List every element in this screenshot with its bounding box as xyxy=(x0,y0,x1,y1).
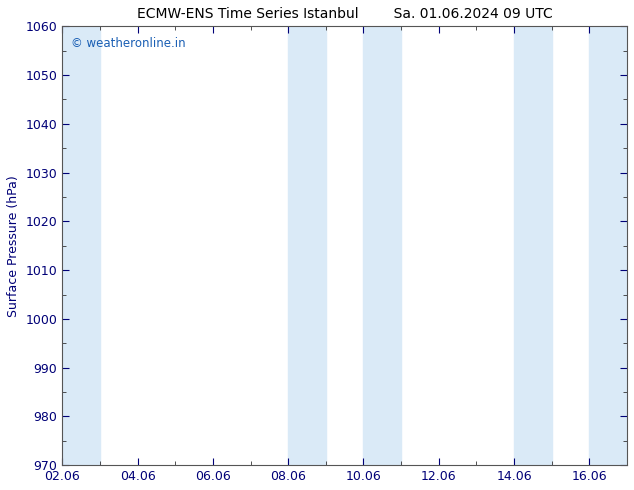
Bar xyxy=(363,26,401,465)
Bar xyxy=(590,26,627,465)
Y-axis label: Surface Pressure (hPa): Surface Pressure (hPa) xyxy=(7,175,20,317)
Bar xyxy=(514,26,552,465)
Text: © weatheronline.in: © weatheronline.in xyxy=(71,37,185,50)
Bar xyxy=(62,26,100,465)
Bar xyxy=(288,26,326,465)
Title: ECMW-ENS Time Series Istanbul        Sa. 01.06.2024 09 UTC: ECMW-ENS Time Series Istanbul Sa. 01.06.… xyxy=(137,7,552,21)
